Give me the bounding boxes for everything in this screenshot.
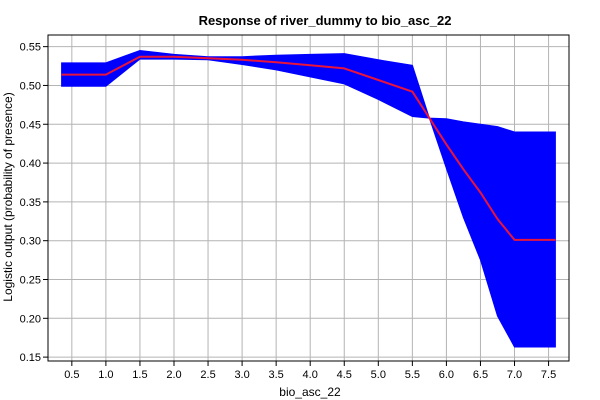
- y-tick-label: 0.25: [20, 275, 41, 287]
- y-axis: 0.15 0.20 0.25 0.30 0.35 0.40 0.45 0.50 0.55: [20, 42, 48, 364]
- y-tick-label: 0.45: [20, 119, 41, 131]
- y-tick-label: 0.20: [20, 313, 41, 325]
- x-tick-label: 0.5: [64, 369, 79, 381]
- x-tick-label: 7.0: [507, 369, 522, 381]
- mean-response-line: [61, 55, 556, 241]
- chart-title: Response of river_dummy to bio_asc_22: [199, 13, 452, 28]
- y-tick-label: 0.35: [20, 197, 41, 209]
- x-tick-label: 4.0: [303, 369, 318, 381]
- y-tick-label: 0.50: [20, 80, 41, 92]
- grid-lines: [48, 35, 569, 361]
- x-tick-label: 7.5: [541, 369, 556, 381]
- y-tick-label: 0.55: [20, 42, 41, 54]
- x-tick-label: 1.5: [132, 369, 147, 381]
- x-axis: 0.5 1.0 1.5 2.0 2.5 3.0 3.5 4.0 4.5 5.0 5.5 6.0 6.5 7…: [64, 361, 556, 381]
- x-tick-label: 1.0: [98, 369, 113, 381]
- x-tick-label: 4.5: [337, 369, 352, 381]
- x-tick-label: 2.0: [166, 369, 181, 381]
- y-axis-label: Logistic output (probability of presence…: [1, 92, 15, 301]
- x-tick-label: 3.0: [234, 369, 249, 381]
- x-axis-label: bio_asc_22: [279, 385, 341, 399]
- x-tick-label: 6.5: [473, 369, 488, 381]
- y-tick-label: 0.40: [20, 158, 41, 170]
- y-tick-label: 0.30: [20, 236, 41, 248]
- x-tick-label: 2.5: [200, 369, 215, 381]
- x-tick-label: 3.5: [269, 369, 284, 381]
- confidence-band: [61, 49, 556, 348]
- x-tick-label: 6.0: [439, 369, 454, 381]
- plot-frame: [47, 34, 570, 362]
- y-tick-label: 0.15: [20, 352, 41, 364]
- x-tick-label: 5.0: [371, 369, 386, 381]
- x-tick-label: 5.5: [405, 369, 420, 381]
